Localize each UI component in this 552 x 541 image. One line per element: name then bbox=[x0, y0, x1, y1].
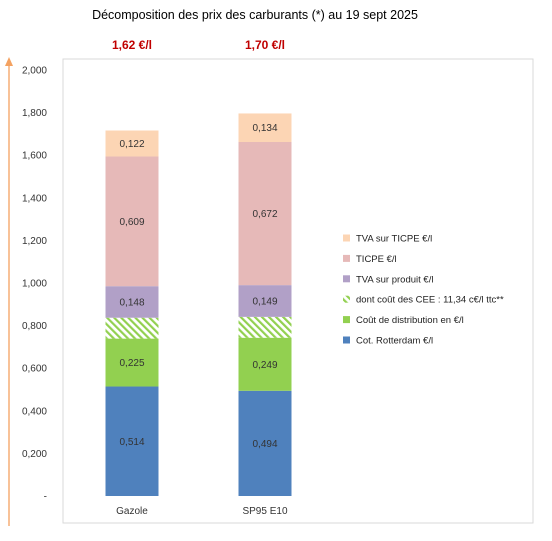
y-tick-label: 0,400 bbox=[22, 406, 47, 417]
y-tick-label: 0,800 bbox=[22, 321, 47, 332]
legend-swatch bbox=[343, 336, 350, 344]
bar-segment-5-sp95-e10 bbox=[238, 141, 292, 286]
data-label: 0,122 bbox=[119, 139, 144, 150]
bar-segment-6-sp95-e10 bbox=[238, 113, 292, 142]
y-tick-label: 1,800 bbox=[22, 108, 47, 119]
vertical-arrow-icon bbox=[5, 57, 13, 526]
bar-segment-5-gazole bbox=[105, 156, 159, 287]
bar-segment-6-gazole bbox=[105, 130, 159, 157]
data-label: 0,494 bbox=[252, 439, 277, 450]
bar-segment-2-gazole bbox=[105, 338, 159, 387]
y-tick-label: 0,600 bbox=[22, 364, 47, 375]
legend-swatch bbox=[343, 316, 350, 324]
total-price-label: 1,62 €/l bbox=[112, 38, 152, 52]
y-tick-label: 0,200 bbox=[22, 449, 47, 460]
data-label: 0,148 bbox=[119, 297, 144, 308]
legend-label: TVA sur TICPE €/l bbox=[356, 234, 432, 245]
y-tick-label: 1,600 bbox=[22, 151, 47, 162]
category-label: Gazole bbox=[116, 506, 148, 517]
y-tick-label: 1,200 bbox=[22, 236, 47, 247]
bar-segment-4-gazole bbox=[105, 286, 159, 318]
data-label: 0,249 bbox=[252, 360, 277, 371]
data-label: 0,514 bbox=[119, 437, 144, 448]
legend-swatch bbox=[343, 295, 350, 303]
chart-title: Décomposition des prix des carburants (*… bbox=[92, 8, 418, 22]
bar-segment-4-sp95-e10 bbox=[238, 285, 292, 317]
data-label: 0,149 bbox=[252, 296, 277, 307]
legend-swatch bbox=[343, 275, 350, 283]
plot-area-frame bbox=[62, 58, 534, 524]
y-tick-label: 1,400 bbox=[22, 193, 47, 204]
bar-segment-3-sp95-e10 bbox=[238, 316, 292, 338]
data-label: 0,134 bbox=[252, 123, 277, 134]
data-label: 0,225 bbox=[119, 358, 144, 369]
legend-label: Cot. Rotterdam €/l bbox=[356, 336, 433, 347]
data-label: 0,672 bbox=[252, 209, 277, 220]
bar-segment-1-sp95-e10 bbox=[238, 390, 292, 496]
legend-label: dont coût des CEE : 11,34 c€/l ttc** bbox=[356, 295, 504, 306]
total-price-label: 1,70 €/l bbox=[245, 38, 285, 52]
legend-label: TVA sur produit €/l bbox=[356, 274, 433, 285]
data-label: 0,609 bbox=[119, 217, 144, 228]
legend-swatch bbox=[343, 254, 350, 262]
bar-segment-3-gazole bbox=[105, 317, 159, 339]
y-tick-label: - bbox=[44, 492, 47, 503]
y-tick-label: 1,000 bbox=[22, 279, 47, 290]
bar-segment-1-gazole bbox=[105, 386, 159, 496]
category-label: SP95 E10 bbox=[242, 506, 287, 517]
legend-label: Coût de distribution en €/l bbox=[356, 315, 464, 326]
y-tick-label: 2,000 bbox=[22, 66, 47, 77]
legend-swatch bbox=[343, 234, 350, 242]
legend-label: TICPE €/l bbox=[356, 254, 397, 265]
bar-segment-2-sp95-e10 bbox=[238, 337, 292, 391]
